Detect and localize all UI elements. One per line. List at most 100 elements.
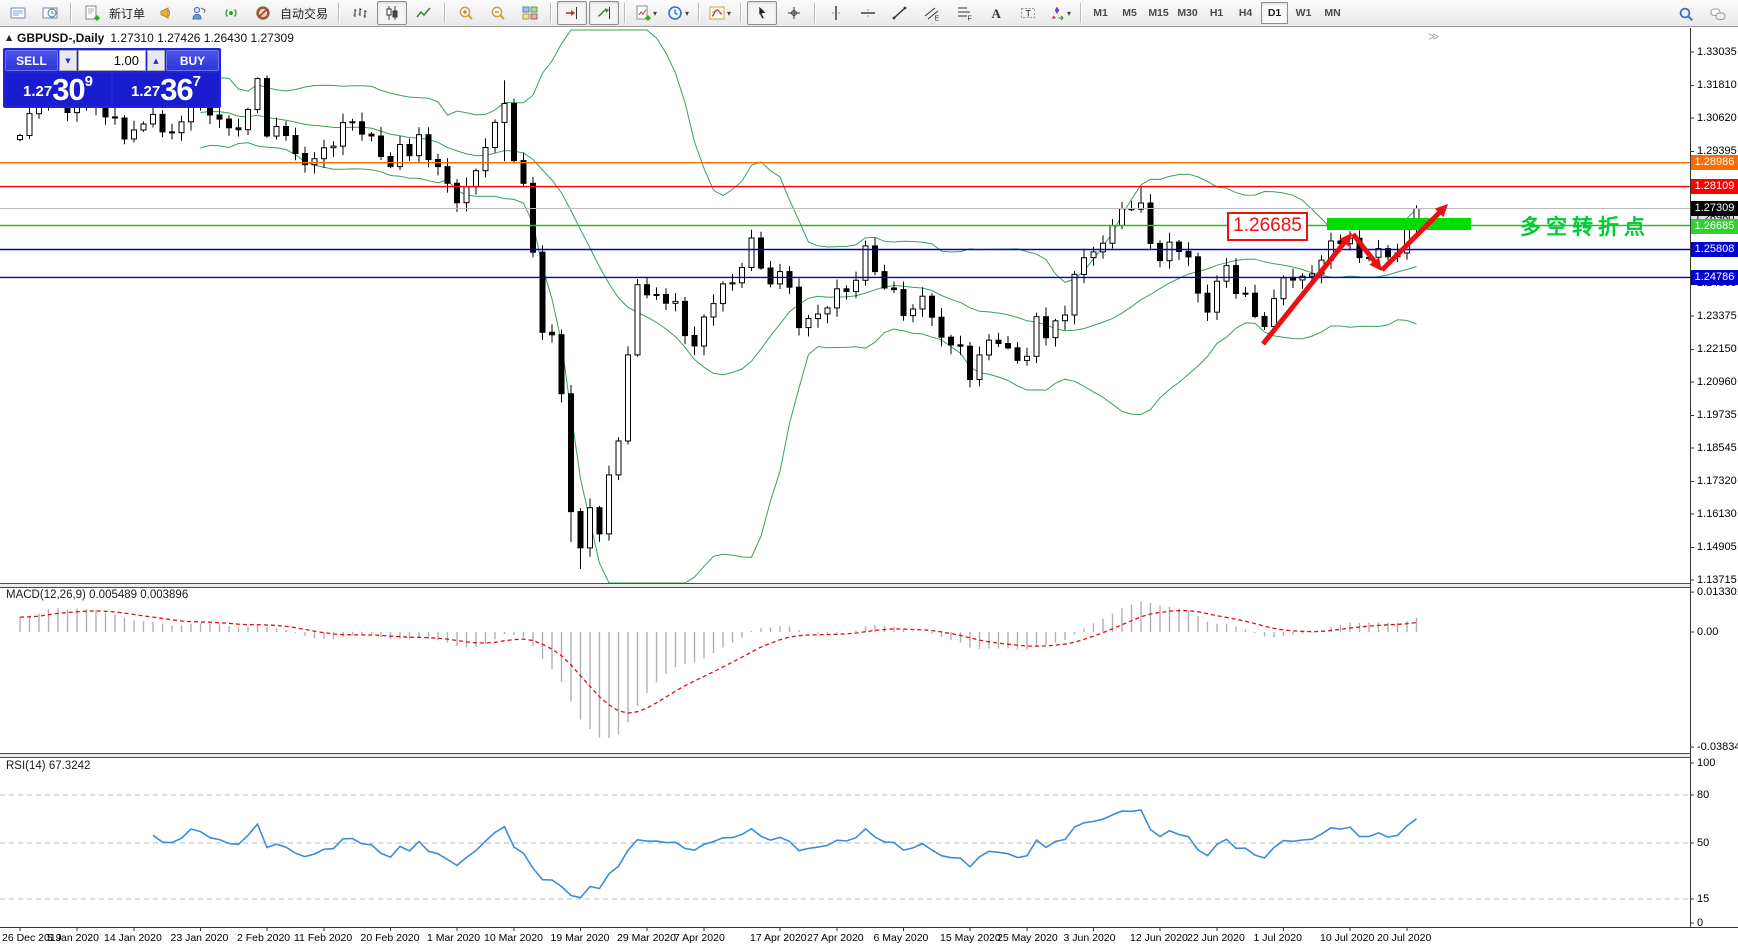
equidistant-channel-button[interactable]: E (917, 1, 947, 25)
trend-line-icon (892, 6, 907, 20)
dropdown-arrow-icon[interactable]: ▾ (1067, 8, 1072, 18)
time-axis-label: 3 Jun 2020 (1063, 932, 1116, 944)
time-axis-label: 22 Jun 2020 (1187, 932, 1245, 944)
price-axis-tick: 1.23375 (1697, 310, 1737, 322)
svg-text:E: E (935, 16, 940, 22)
volume-increase-button[interactable]: ▲ (147, 50, 165, 71)
periods-clock-button[interactable]: ▾ (663, 1, 693, 25)
cursor-button[interactable] (747, 1, 778, 25)
fibonacci-icon: F (958, 7, 972, 22)
sell-price-pips: 30 (52, 72, 85, 107)
strategy-tester-icon (192, 6, 206, 20)
horizontal-line-button[interactable] (853, 1, 883, 25)
dropdown-arrow-icon[interactable]: ▾ (685, 8, 690, 18)
horizontal-level-lines[interactable] (0, 161, 1690, 279)
timeframe-button-m1[interactable]: M1 (1093, 7, 1108, 19)
sell-price[interactable]: 1.27 30 9 (5, 73, 111, 106)
time-axis-label: 1 Mar 2020 (427, 932, 481, 944)
arrows-shapes-icon (1052, 6, 1064, 21)
timeframe-button-h1[interactable]: H1 (1209, 7, 1224, 19)
annotation-note[interactable]: 多空转折点 (1520, 216, 1650, 239)
sell-button[interactable]: SELL (5, 50, 58, 71)
timeframe-button-mn[interactable]: MN (1324, 7, 1341, 19)
time-axis-label: 27 Apr 2020 (807, 932, 864, 944)
buy-price-base: 1.27 (130, 83, 161, 100)
text-button[interactable]: A (981, 1, 1011, 25)
timeframe-button-m30[interactable]: M30 (1177, 7, 1198, 19)
support-zone-highlight[interactable] (1327, 218, 1471, 230)
strategy-tester-button[interactable] (184, 1, 214, 25)
svg-text:F: F (968, 16, 972, 22)
price-level-badge: 1.24786 (1691, 270, 1738, 285)
buy-price[interactable]: 1.27 36 7 (113, 73, 219, 106)
dropdown-arrow-icon[interactable]: ▾ (727, 8, 732, 18)
time-axis-label: 14 Jan 2020 (104, 932, 162, 944)
volume-input[interactable] (78, 50, 146, 71)
collapse-panel-icon[interactable]: ▲ (6, 33, 13, 42)
community-chat-button[interactable] (1703, 2, 1733, 26)
price-axis-tick: 1.17320 (1697, 475, 1737, 487)
chart-list-button[interactable] (3, 1, 33, 25)
rsi-line (152, 809, 1417, 899)
dropdown-arrow-icon[interactable]: ▾ (653, 8, 658, 18)
trend-line-button[interactable] (885, 1, 915, 25)
toolbar-separator (444, 3, 447, 23)
zoom-out-button[interactable] (483, 1, 513, 25)
new-chart-icon (636, 5, 651, 21)
time-axis-label: 20 Feb 2020 (360, 932, 420, 944)
autotrading-label[interactable]: 自动交易 (280, 6, 329, 21)
candle-chart-button[interactable] (377, 1, 408, 25)
timeframe-button-m5[interactable]: M5 (1122, 7, 1137, 19)
bar-chart-button[interactable] (345, 1, 375, 25)
pane-splitter-rsi[interactable] (0, 753, 1690, 758)
fibonacci-button[interactable]: F (949, 1, 979, 25)
arrows-shapes-button[interactable]: ▾ (1045, 1, 1075, 25)
scroll-to-end-marker[interactable]: ≫ (1428, 30, 1440, 43)
timeframe-button-m15[interactable]: M15 (1148, 7, 1169, 19)
chart-window[interactable]: ▲ GBPUSD-,Daily 1.27310 1.27426 1.26430 1… (0, 27, 1738, 950)
toolbar-separator (624, 3, 627, 23)
bar-chart-icon (353, 8, 367, 18)
time-axis-label: 19 Mar 2020 (550, 932, 610, 944)
crosshair-button[interactable] (779, 1, 809, 25)
indicators-button[interactable]: ▾ (705, 1, 735, 25)
time-axis-label: 6 May 2020 (873, 932, 929, 944)
signals-button[interactable] (216, 1, 246, 25)
line-chart-button[interactable] (409, 1, 439, 25)
text-label-button[interactable]: T (1013, 1, 1043, 25)
chart-canvas[interactable] (0, 27, 1738, 950)
pane-splitter-macd[interactable] (0, 583, 1690, 588)
expert-horn-button[interactable] (152, 1, 182, 25)
timeframe-button-d1[interactable]: D1 (1261, 2, 1289, 24)
crosshair-icon (788, 7, 801, 19)
chart-shift-button[interactable] (557, 1, 588, 25)
new-order-label[interactable]: 新订单 (109, 6, 146, 21)
search-button[interactable] (1671, 2, 1701, 26)
data-window-button[interactable] (35, 1, 65, 25)
zoom-in-button[interactable] (451, 1, 481, 25)
buy-button[interactable]: BUY (166, 50, 219, 71)
svg-text:T: T (1026, 9, 1032, 19)
bollinger-bands (200, 29, 1417, 584)
auto-scroll-button[interactable] (589, 1, 620, 25)
timeframe-button-h4[interactable]: H4 (1238, 7, 1253, 19)
new-order-button[interactable] (77, 1, 107, 25)
axis-tick-marks (19, 51, 1694, 931)
price-flag-label[interactable]: 1.26685 (1227, 212, 1308, 241)
autotrading-button[interactable] (248, 1, 278, 25)
vertical-line-button[interactable] (821, 1, 851, 25)
time-axis-label: 20 Jul 2020 (1377, 932, 1432, 944)
trend-arrows[interactable] (1261, 204, 1448, 346)
time-axis-label: 11 Feb 2020 (294, 932, 353, 944)
tile-windows-button[interactable] (515, 1, 545, 25)
price-level-badge: 1.27309 (1691, 201, 1738, 216)
timeframe-button-w1[interactable]: W1 (1295, 7, 1312, 19)
new-chart-button[interactable]: ▾ (631, 1, 661, 25)
price-axis-tick: 1.18545 (1697, 442, 1737, 454)
macd-axis-tick: -0.038343 (1697, 741, 1738, 753)
time-axis-label: 10 Jul 2020 (1320, 932, 1375, 944)
rsi-axis-tick: 80 (1697, 789, 1710, 801)
time-axis-label: 10 Mar 2020 (484, 932, 543, 944)
volume-decrease-button[interactable]: ▼ (59, 50, 77, 71)
